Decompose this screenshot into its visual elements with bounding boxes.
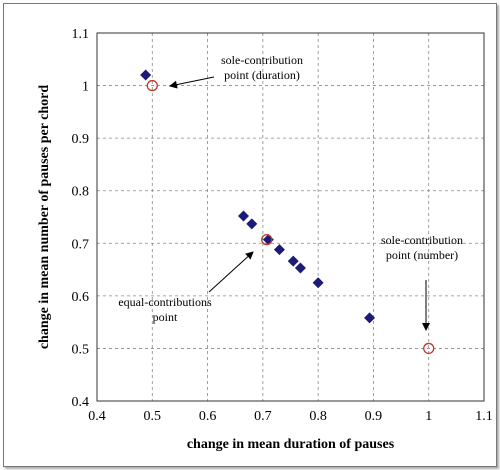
- y-tick-label: 1: [82, 80, 89, 95]
- annotation-text: point (duration): [224, 68, 300, 82]
- x-tick-label: 1: [425, 409, 432, 424]
- x-tick-label: 0.4: [88, 409, 106, 424]
- y-tick-label: 0.4: [72, 395, 90, 410]
- x-tick-label: 0.7: [254, 409, 272, 424]
- y-tick-label: 1.1: [72, 27, 90, 42]
- circle-point: [146, 79, 158, 92]
- diamond-point: [312, 277, 324, 289]
- diamond-point: [246, 218, 258, 230]
- annotation-text: equal-contributions: [118, 295, 212, 309]
- annotation-text: sole-contribution: [221, 53, 303, 67]
- diamond-point: [287, 255, 299, 267]
- x-tick-label: 0.5: [144, 409, 162, 424]
- tick-labels: 0.4 0.5 0.6 0.7 0.8 0.9 1 1.1 0.4 0.5 0.6 0.7 0.8 0.9…: [72, 27, 493, 424]
- data-marks: [140, 69, 435, 355]
- y-tick-label: 0.6: [72, 290, 90, 305]
- y-tick-label: 0.8: [72, 185, 90, 200]
- x-tick-label: 0.6: [199, 409, 217, 424]
- diamond-point: [273, 244, 285, 256]
- circle-point: [261, 233, 273, 246]
- annotation-text: point: [153, 310, 178, 324]
- plot-area-border: [96, 32, 485, 402]
- x-tick-label: 0.8: [309, 409, 327, 424]
- diamond-point: [294, 262, 306, 274]
- grid: [97, 33, 484, 401]
- diamond-point: [238, 210, 250, 222]
- y-tick-label: 0.9: [72, 132, 90, 147]
- annotation-arrow: [169, 76, 215, 89]
- diamond-point: [140, 69, 152, 81]
- x-tick-label: 1.1: [475, 409, 493, 424]
- diamond-point: [364, 312, 376, 324]
- annotation-text: sole-contribution: [381, 233, 463, 247]
- y-tick-label: 0.7: [72, 237, 90, 252]
- annotation-arrow: [208, 251, 254, 293]
- x-axis-label: change in mean duration of pauses: [187, 437, 395, 452]
- circle-point: [423, 342, 435, 355]
- x-tick-label: 0.9: [365, 409, 383, 424]
- annotation-text: point (number): [386, 248, 458, 262]
- chart-frame: [3, 3, 497, 467]
- y-tick-label: 0.5: [72, 342, 90, 357]
- y-axis-label: change in mean number of pauses per chor…: [37, 85, 52, 350]
